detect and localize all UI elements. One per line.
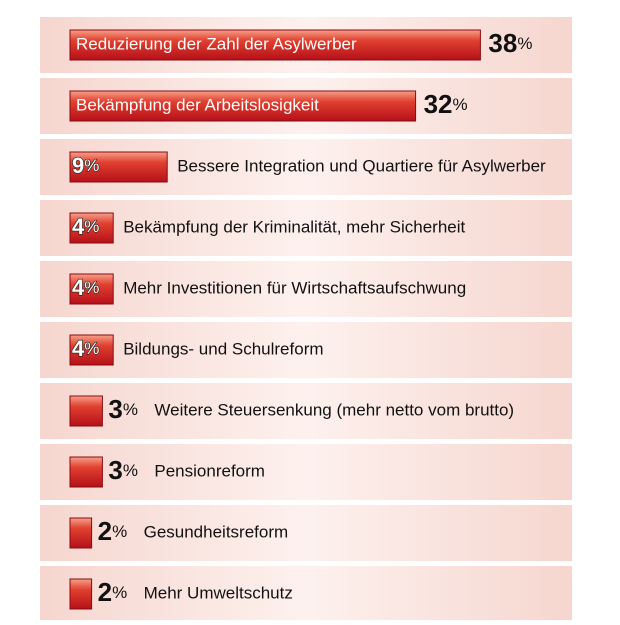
bar: [69, 212, 114, 244]
bar: [69, 29, 481, 61]
row-background: [40, 383, 572, 439]
value-label: 4%: [72, 275, 99, 300]
category-label: Mehr Investitionen für Wirtschaftsaufsch…: [123, 278, 466, 297]
bar: [69, 395, 103, 427]
value-label: 9%: [72, 153, 99, 178]
value-label: 3%: [108, 455, 138, 485]
value-label: 4%: [72, 336, 99, 361]
row-background: [40, 261, 572, 317]
bar: [69, 578, 93, 610]
category-label: Bessere Integration und Quartiere für As…: [177, 156, 546, 175]
bar: [69, 456, 103, 488]
row-background: [40, 200, 572, 256]
value-label: 3%: [108, 394, 138, 424]
category-label: Gesundheitsreform: [144, 522, 289, 541]
value-label: 2%: [98, 577, 128, 607]
category-label: Bildungs- und Schulreform: [123, 339, 323, 358]
category-label: Pensionreform: [154, 461, 265, 480]
row-background: [40, 566, 572, 622]
row-background: [40, 322, 572, 378]
value-label: 4%: [72, 214, 99, 239]
bar: [69, 151, 168, 183]
bar: [69, 273, 114, 305]
category-label: Mehr Umweltschutz: [144, 583, 293, 602]
category-label: Bekämpfung der Kriminalität, mehr Sicher…: [123, 217, 465, 236]
row-background: [40, 444, 572, 500]
bar: [69, 90, 417, 122]
value-label: 38%: [488, 28, 532, 58]
category-label: Reduzierung der Zahl der Asylwerber: [76, 34, 357, 53]
category-label: Weitere Steuersenkung (mehr netto vom br…: [154, 400, 514, 419]
bar: [69, 334, 114, 366]
bar: [69, 517, 93, 549]
value-label: 32%: [424, 89, 468, 119]
category-label: Bekämpfung der Arbeitslosigkeit: [76, 95, 319, 114]
row-background: [40, 505, 572, 561]
value-label: 2%: [98, 516, 128, 546]
